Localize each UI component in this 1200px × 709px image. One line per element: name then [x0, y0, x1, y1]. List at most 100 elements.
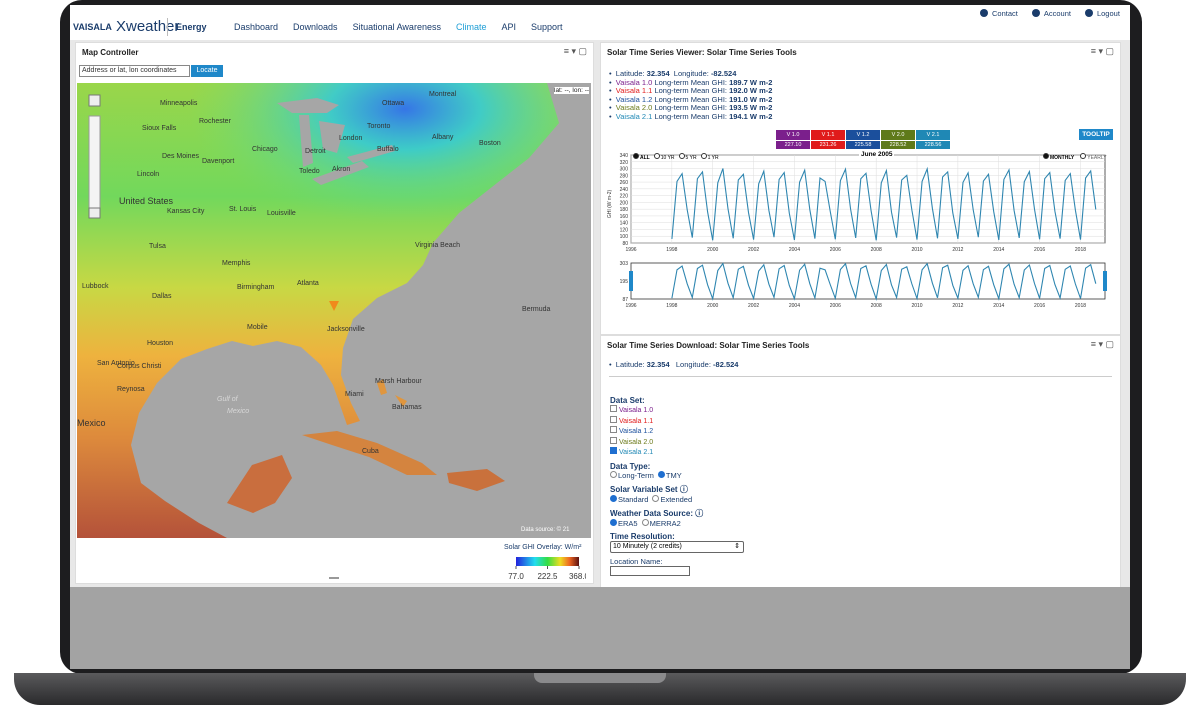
summary-row: • Vaisala 2.0 Long-term Mean GHI: 193.5 … [609, 103, 773, 113]
version-button[interactable]: V 2.0 228.52 [881, 130, 915, 149]
nav-link[interactable]: Dashboard [234, 22, 279, 32]
navigator-handle[interactable] [1103, 271, 1107, 291]
map-label: Buffalo [377, 146, 399, 153]
checkbox[interactable] [610, 415, 617, 423]
summary-row: • Vaisala 1.2 Long-term Mean GHI: 191.0 … [609, 94, 773, 104]
lon-label: Longitude: [673, 69, 709, 78]
utility-link-wrap[interactable]: Account [1031, 9, 1071, 18]
radio[interactable] [610, 518, 617, 526]
x-tick-label: 2000 [707, 303, 718, 309]
map-label: Davenport [202, 158, 234, 165]
panel-tools[interactable]: ≡ ▾ ▢ [563, 46, 587, 56]
nav-link[interactable]: API [501, 22, 516, 32]
utility-link[interactable]: Logout [1096, 9, 1120, 18]
x-tick-label: 2016 [1034, 303, 1045, 309]
navigator-handle[interactable] [629, 271, 633, 291]
map-label: Lubbock [82, 283, 109, 290]
panel-tools[interactable]: ≡ ▾ ▢ [1090, 46, 1114, 56]
viewer-panel: Solar Time Series Viewer: Solar Time Ser… [600, 42, 1121, 335]
radio[interactable] [610, 470, 617, 478]
map-label: Mexico [227, 408, 249, 415]
radio-option[interactable]: Extended [652, 494, 692, 504]
lakes [277, 98, 395, 185]
radio[interactable] [641, 518, 649, 526]
resize-handle[interactable] [329, 577, 339, 579]
search-input[interactable]: Address or lat, lon coordinates [79, 65, 190, 77]
checkbox-row[interactable]: Vaisala 2.1 [610, 447, 910, 458]
checkbox-row[interactable]: Vaisala 1.0 [610, 405, 910, 416]
y-tick-label: 300 [620, 167, 629, 173]
radio-label: TMY [665, 470, 682, 480]
checkbox-row[interactable]: Vaisala 1.1 [610, 415, 910, 427]
range-label: 10 YR [660, 155, 675, 161]
panel-title: Map Controller [82, 48, 139, 57]
radio[interactable] [652, 494, 660, 502]
radio-label: Long-Term [618, 470, 654, 480]
version-value: 228.52 [881, 141, 915, 149]
map-label: Dallas [152, 293, 172, 300]
version-value: 227.10 [776, 141, 810, 149]
lat-label: Latitude: [615, 360, 645, 369]
version-label: V 2.1 [916, 130, 950, 140]
summary-label: Long-term Mean GHI: [654, 103, 727, 113]
panel-tools[interactable]: ≡ ▾ ▢ [1090, 339, 1114, 349]
radio[interactable] [610, 494, 617, 502]
radio-option[interactable]: ERA5 [610, 518, 638, 528]
x-tick-label: 2000 [707, 247, 718, 253]
map-label: Corpus Christi [117, 363, 162, 370]
aggregation-option[interactable]: YEARLY [1080, 153, 1107, 161]
label: Weather Data Source: ⓘ [610, 508, 704, 518]
section: Energy [176, 22, 207, 32]
utility-link-wrap[interactable]: Contact [980, 9, 1018, 18]
aggregation-option[interactable]: MONTHLY [1043, 153, 1074, 161]
nav-link[interactable]: Support [531, 22, 563, 32]
map[interactable]: Minneapolis Rochester Sioux Falls Des Moine… [77, 83, 591, 538]
version-button[interactable]: V 1.2 225.58 [846, 130, 880, 149]
location-pin[interactable] [329, 301, 339, 311]
range-option[interactable]: 1 YR [700, 153, 719, 161]
y-axis-label: GHI (W m-2) [607, 190, 613, 219]
checkbox[interactable] [610, 426, 617, 433]
nav-link[interactable]: Downloads [293, 22, 338, 32]
utility-link-wrap[interactable]: Logout [1084, 9, 1120, 18]
range-option[interactable]: 10 YR [653, 153, 675, 161]
resolution-select[interactable]: 10 Minutely (2 credits) ⇕ [610, 540, 744, 553]
label: Data Type: [610, 461, 651, 471]
chart-title: June 2005 [859, 151, 895, 158]
range-option[interactable]: ALL [633, 153, 650, 161]
radio-option[interactable]: TMY [657, 470, 682, 480]
version-button[interactable]: V 1.0 227.10 [776, 130, 810, 149]
locate-button[interactable]: Locate [191, 65, 223, 77]
nav-link[interactable]: Situational Awareness [352, 22, 441, 32]
checkbox-row[interactable]: Vaisala 1.2 [610, 426, 910, 437]
nav-bar: VAISALA Xweather Energy Dashboard Downloa… [70, 5, 1130, 40]
radio-option[interactable]: MERRA2 [641, 518, 681, 528]
version-button[interactable]: V 1.1 231.26 [811, 130, 845, 149]
x-tick-label: 1996 [625, 247, 636, 253]
nav-link[interactable]: Climate [455, 22, 487, 32]
tooltip-button[interactable]: TOOLTIP [1079, 129, 1113, 140]
app: VAISALA Xweather Energy Dashboard Downloa… [70, 5, 1130, 587]
checkbox[interactable] [610, 447, 617, 454]
utility-link[interactable]: Account [1043, 9, 1071, 18]
version-button[interactable]: V 2.1 228.56 [916, 130, 950, 149]
map-panel: Map Controller ≡ ▾ ▢ Address or lat, lon… [75, 42, 594, 584]
y-tick-label: 280 [620, 173, 629, 179]
map-label: Marsh Harbour [375, 378, 422, 385]
radio[interactable] [657, 470, 665, 478]
checkbox-label: Vaisala 2.1 [619, 449, 654, 456]
radio-option[interactable]: Standard [610, 494, 649, 504]
utility-link[interactable]: Contact [992, 9, 1018, 18]
checkbox[interactable] [610, 405, 617, 412]
radio-option[interactable]: Long-Term [610, 470, 654, 480]
range-option[interactable]: 5 YR [678, 153, 697, 161]
version-buttons: V 1.0 227.10 V 1.1 231.26 V 1.2 225.58 V 2.0 22… [776, 130, 950, 149]
location-input[interactable] [610, 565, 690, 576]
map-label: Gulf of [217, 396, 239, 403]
radio-label: Standard [618, 494, 649, 504]
version-label: V 1.1 [811, 130, 845, 140]
checkbox-row[interactable]: Vaisala 2.0 [610, 436, 910, 448]
zoom-control[interactable] [88, 94, 101, 219]
checkbox[interactable] [610, 436, 617, 444]
x-tick-label: 2008 [871, 247, 882, 253]
